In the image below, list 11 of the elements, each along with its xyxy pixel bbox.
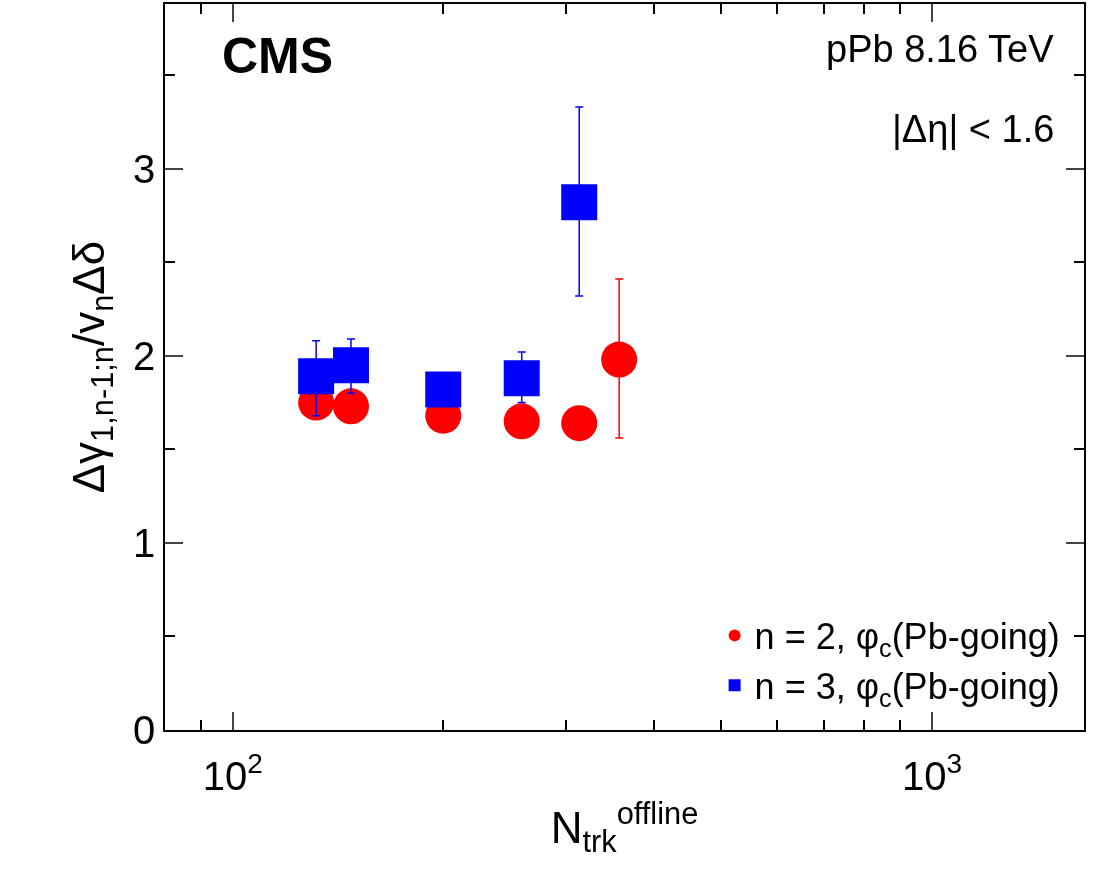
y-tick-label: 3 [133,146,156,191]
annotation: |Δη| < 1.6 [892,108,1055,150]
annotation: pPb 8.16 TeV [826,28,1055,70]
y-tick-label: 1 [133,520,156,565]
y-tick-label: 2 [133,333,156,378]
annotation: CMS [222,28,334,84]
legend-label: n = 2, φ$_{c}$(Pb-going) [754,616,1060,662]
x-tick-label: 10$^{2}$ [202,747,263,798]
y-tick-label: 0 [133,708,156,752]
x-tick-label: 10$^{3}$ [901,747,962,798]
legend-label: n = 3, φ$_{c}$(Pb-going) [754,666,1060,712]
